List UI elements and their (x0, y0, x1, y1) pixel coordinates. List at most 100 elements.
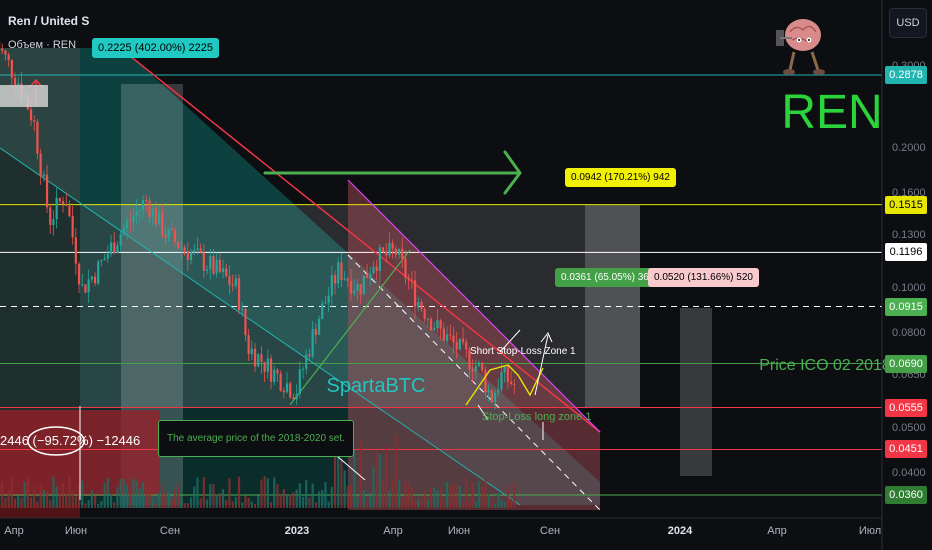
brain-logo (776, 19, 825, 75)
volume-bar (461, 502, 465, 508)
candle-body (289, 383, 292, 398)
candle-body (97, 261, 100, 284)
volume-bar (13, 498, 17, 508)
price-tick-4: 0.1000 (892, 281, 926, 294)
symbol-title[interactable]: Ren / United S (8, 14, 90, 28)
volume-bar (100, 500, 103, 508)
volume-bar (465, 478, 468, 508)
volume-bar (183, 503, 186, 508)
candle-body (49, 207, 52, 225)
volume-bar (186, 503, 189, 508)
candle-body (426, 318, 429, 320)
candle-body (269, 358, 273, 382)
candle-body (369, 273, 372, 278)
volume-bar (228, 478, 231, 508)
volume-bar (471, 481, 474, 508)
price-tick-8: 0.0400 (892, 466, 926, 479)
candle-body (119, 234, 122, 246)
candle-body (196, 248, 199, 250)
candle-body (417, 301, 420, 307)
candle-body (452, 335, 455, 343)
candle-body (311, 329, 314, 357)
volume-bar (295, 489, 298, 508)
volume-bar (458, 486, 461, 508)
candle-body (241, 309, 244, 311)
candle-body (487, 390, 490, 393)
candle-body (381, 247, 385, 252)
candle-body (509, 381, 513, 384)
candle-body (183, 247, 186, 251)
candle-body (317, 318, 321, 335)
candle-body (234, 278, 237, 286)
currency-button[interactable]: USD (889, 8, 927, 38)
volume-bar (97, 503, 100, 508)
volume-bar (493, 503, 497, 508)
candle-body (68, 205, 71, 217)
candle-body (273, 369, 276, 382)
volume-bar (164, 492, 167, 508)
volume-bar (145, 483, 148, 508)
candle-body (167, 229, 170, 238)
candle-body (282, 390, 285, 393)
candle-body (170, 229, 173, 231)
trendlines (0, 47, 601, 511)
volume-bar (353, 449, 356, 508)
volume-bar (33, 485, 36, 508)
gray-label-box (0, 85, 48, 107)
volume-bar (93, 495, 97, 508)
volume-bar (42, 490, 45, 508)
volume-bar (212, 484, 215, 508)
candle-body (263, 361, 266, 372)
volume-bar (433, 487, 436, 508)
volume-bar (157, 493, 161, 508)
candle-body (327, 295, 330, 303)
price-badge-0: 0.2878 (885, 66, 927, 84)
candle-body (221, 268, 225, 273)
candle-body (333, 275, 337, 284)
volume-bar (7, 490, 10, 508)
loss-measure-right: ) −12446 (88, 433, 141, 448)
right-measure-label: 0.0942 (170.21%) 942 (565, 168, 676, 187)
time-tick-9: Июл (858, 525, 882, 537)
volume-bar (359, 438, 362, 508)
candle-body (324, 302, 327, 304)
candle-body (205, 269, 209, 271)
candle-body (465, 341, 468, 350)
volume-bar (135, 480, 138, 508)
candle-body (493, 392, 497, 403)
candle-body (132, 216, 135, 222)
white-arrow (534, 332, 553, 396)
volume-bar (404, 481, 407, 508)
candle-body (481, 362, 484, 370)
volume-bar (4, 497, 7, 508)
candle-body (458, 338, 461, 350)
volume-bar (202, 476, 205, 508)
volume-bar (122, 478, 125, 508)
candle-body (292, 397, 295, 400)
top-measure-label: 0.2225 (402.00%) 2225 (92, 38, 219, 58)
loss-measure-left: 2446 ( (0, 433, 37, 448)
volume-bar (346, 486, 349, 508)
volume-bar (116, 487, 119, 508)
time-tick-8: Апр (767, 525, 787, 537)
pink-measure-label: 0.0520 (131.66%) 520 (648, 268, 759, 287)
volume-bar (484, 478, 487, 508)
candle-body (138, 209, 141, 211)
candle-body (199, 248, 202, 253)
candle-body (215, 259, 218, 274)
volume-bar (180, 501, 183, 508)
volume-bar (276, 484, 279, 508)
candle-body (298, 369, 301, 395)
volume-bar (237, 476, 241, 508)
price-badge-2: 0.1196 (885, 243, 927, 262)
volume-bar (74, 496, 77, 508)
volume-bar (343, 470, 346, 508)
candle-body (433, 328, 436, 331)
volume-bar (327, 501, 330, 508)
volume-bar (141, 482, 145, 508)
candle-body (122, 228, 125, 235)
volume-bar (321, 490, 324, 508)
teal-channel-upper (0, 48, 600, 505)
candle-body (500, 372, 503, 390)
